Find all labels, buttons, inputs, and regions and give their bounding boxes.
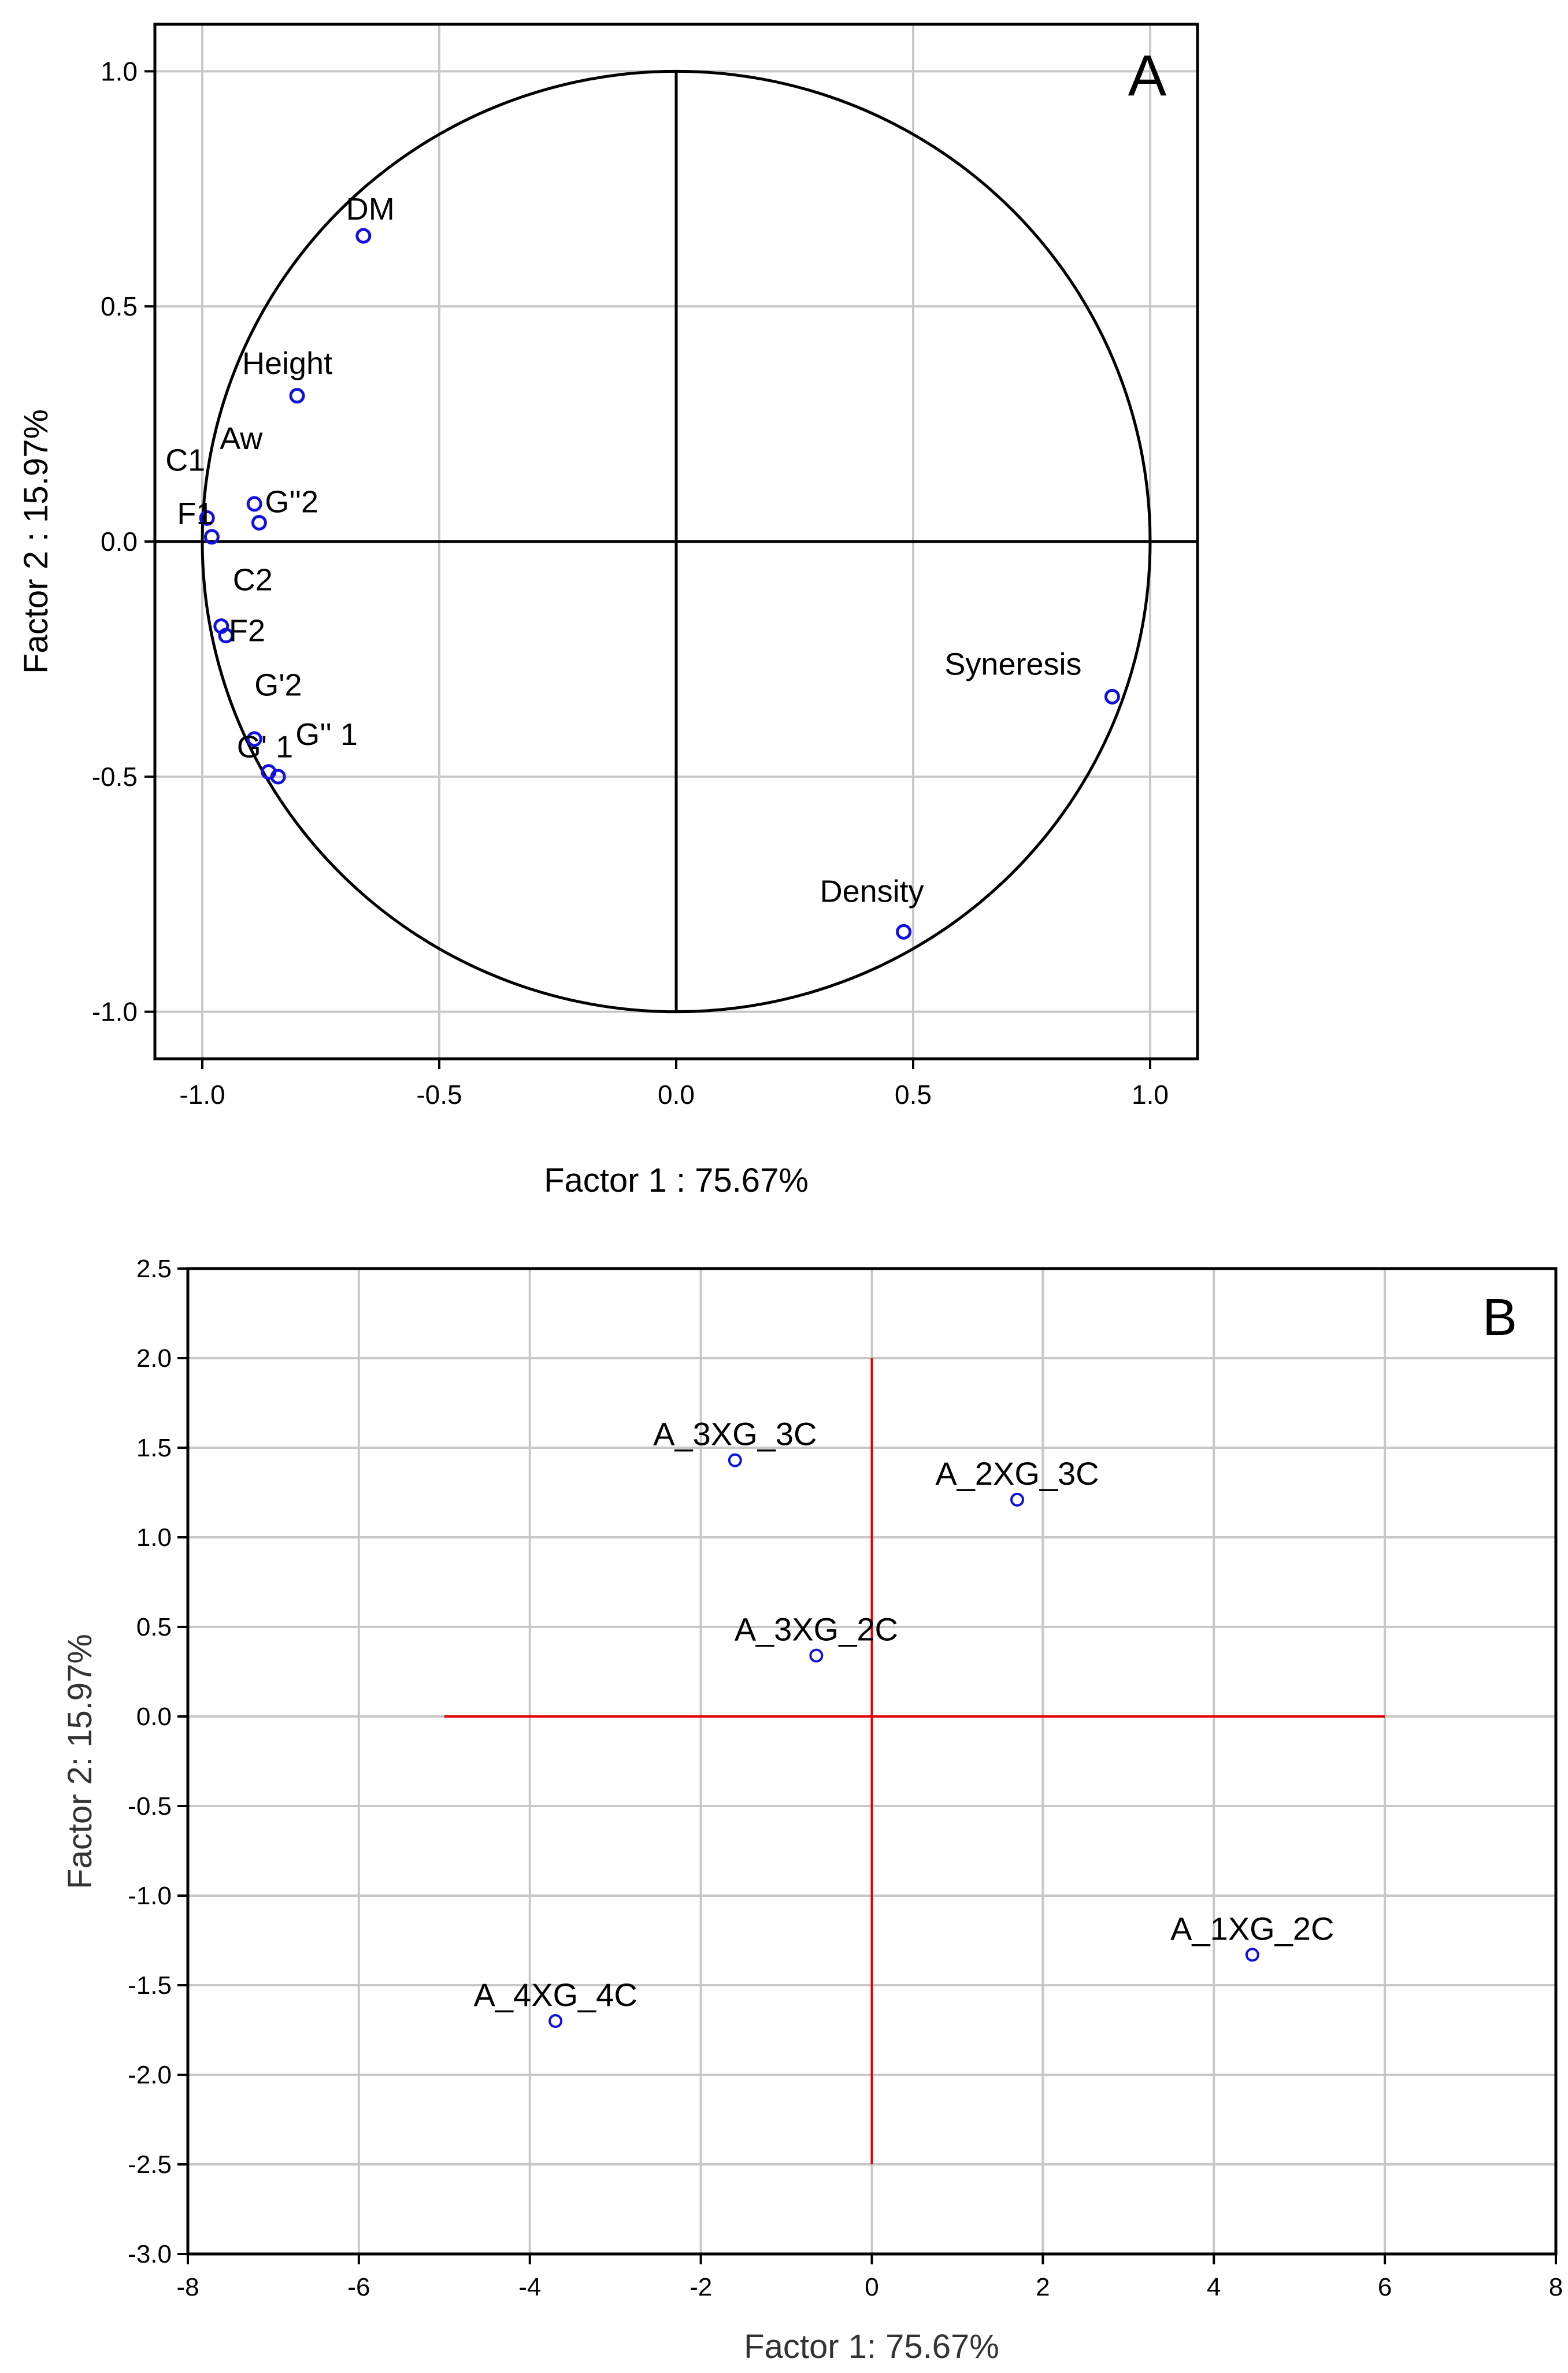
y-tick-label: -2.0 — [128, 2061, 172, 2089]
panel-b-scores-chart: -8 -6 -4 -2 0 2 4 6 8 -3.0 -2.5 -2.0 -1.5 -1.0 -0.5 0.0… — [61, 1255, 1563, 2365]
score-point-label: A_2XG_3C — [935, 1455, 1099, 1492]
score-point-marker — [1245, 1948, 1259, 1962]
y-tick-label: 1.0 — [136, 1523, 172, 1552]
loading-point-marker — [203, 529, 220, 545]
loading-point-label: Syneresis — [944, 647, 1081, 682]
panel-a-tick-labels: -1.0 -0.5 0.0 0.5 1.0 -1.0 -0.5 0.0 0.5 1.0 — [92, 56, 1169, 1110]
score-point-label: A_1XG_2C — [1170, 1910, 1334, 1946]
score-point-label: A_3XG_2C — [735, 1611, 898, 1648]
score-point-label: A_3XG_3C — [653, 1416, 817, 1452]
y-tick-label: -1.0 — [128, 1882, 172, 1910]
loading-point-label: F2 — [229, 614, 265, 648]
x-tick-label: 2 — [1036, 2273, 1050, 2301]
score-point-marker — [1010, 1492, 1024, 1507]
loading-point-label: Height — [242, 346, 332, 381]
y-tick-label: 2.0 — [136, 1344, 172, 1373]
x-tick-label: -0.5 — [416, 1080, 462, 1110]
loading-point-marker — [218, 628, 234, 644]
y-tick-label: 0.5 — [101, 291, 138, 321]
x-tick-label: 0 — [865, 2273, 878, 2301]
y-tick-label: -3.0 — [128, 2240, 172, 2268]
loading-point-label: Aw — [220, 421, 263, 456]
loading-point-label: DM — [346, 192, 395, 227]
panel-b-y-axis-title: Factor 2: 15.97% — [61, 1634, 99, 1889]
loading-point-label: G' 1 — [237, 730, 293, 765]
loading-point-label: G'2 — [254, 668, 302, 703]
x-tick-label: 0.0 — [658, 1080, 695, 1110]
loading-point-label: G'' 1 — [295, 717, 358, 752]
loading-point-label: C1 — [165, 443, 205, 477]
y-tick-label: 2.5 — [136, 1255, 172, 1283]
score-point-marker — [548, 2014, 563, 2028]
panel-a-x-axis-title: Factor 1 : 75.67% — [544, 1162, 809, 1199]
x-tick-label: -1.0 — [179, 1080, 225, 1110]
y-tick-label: 0.0 — [101, 526, 138, 557]
panel-a-label: A — [1128, 43, 1167, 108]
loading-point-label: C2 — [233, 562, 273, 597]
y-tick-label: 1.0 — [101, 56, 138, 86]
y-tick-label: 0.0 — [136, 1703, 172, 1731]
loading-point-marker — [355, 228, 372, 244]
x-tick-label: -6 — [347, 2273, 370, 2301]
y-tick-label: -1.0 — [92, 997, 138, 1027]
panel-b-points: A_3XG_3C A_2XG_3C A_3XG_2C A_1XG_2C A_4XG_4C — [473, 1416, 1334, 2028]
panel-b-tick-labels: -8 -6 -4 -2 0 2 4 6 8 -3.0 -2.5 -2.0 -1.5 -1.0 -0.5 0.0… — [128, 1255, 1563, 2301]
y-tick-label: -0.5 — [92, 762, 138, 792]
y-tick-label: -2.5 — [128, 2150, 172, 2179]
panel-a-loadings-chart: -1.0 -0.5 0.0 0.5 1.0 -1.0 -0.5 0.0 0.5 1.0 DM Hei… — [17, 23, 1199, 1199]
x-tick-label: 4 — [1207, 2273, 1221, 2301]
y-tick-label: 1.5 — [136, 1434, 172, 1462]
loading-point-marker — [270, 769, 286, 785]
loading-point-marker — [289, 388, 305, 404]
panel-b-label: B — [1482, 1289, 1517, 1347]
loading-point-label: F1 — [177, 496, 213, 531]
loading-point-marker — [246, 496, 262, 512]
x-tick-label: 1.0 — [1132, 1080, 1169, 1110]
panel-a-points: DM Height C1 F1 AwG''2 C2 F2 G'2 G' 1 G'' 1 Synere… — [165, 192, 1120, 940]
y-tick-label: -1.5 — [128, 1971, 172, 2000]
loading-point-marker — [246, 731, 262, 747]
y-tick-label: -0.5 — [128, 1792, 172, 1820]
loading-point-marker — [896, 924, 912, 940]
loading-point-label: G''2 — [265, 484, 318, 519]
panel-b-x-axis-title: Factor 1: 75.67% — [744, 2328, 999, 2365]
loading-point-marker — [1104, 689, 1120, 705]
x-tick-label: 0.5 — [895, 1080, 932, 1110]
x-tick-label: 6 — [1378, 2273, 1392, 2301]
loading-point-marker — [199, 510, 215, 526]
panel-a-y-axis-title: Factor 2 : 15.97% — [17, 409, 55, 674]
score-point-marker — [728, 1453, 742, 1467]
score-point-marker — [809, 1648, 824, 1663]
x-tick-label: 8 — [1549, 2273, 1563, 2301]
loading-point-marker — [251, 514, 267, 531]
score-point-label: A_4XG_4C — [473, 1977, 637, 2013]
x-tick-label: -4 — [518, 2273, 541, 2301]
loading-point-label: Density — [820, 874, 924, 909]
x-tick-label: -8 — [176, 2273, 199, 2301]
y-tick-label: 0.5 — [136, 1613, 172, 1641]
x-tick-label: -2 — [690, 2273, 712, 2301]
